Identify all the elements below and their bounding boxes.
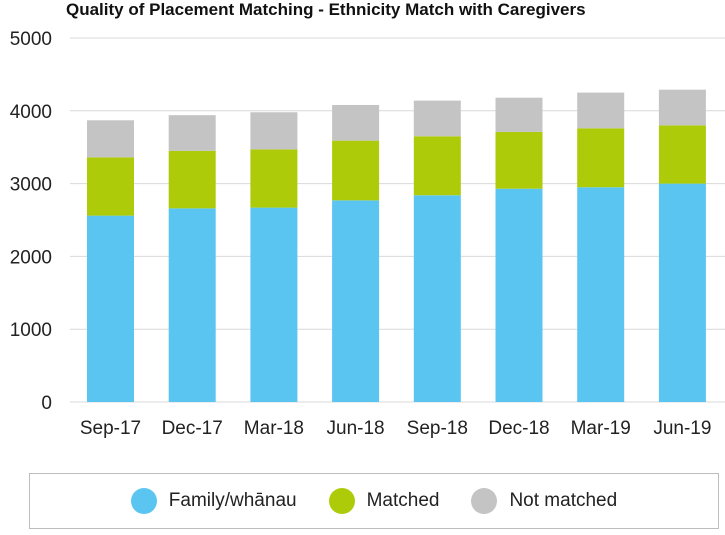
x-tick-label-jun-19: Jun-19: [653, 418, 711, 439]
bar-not-matched-jun-18: [332, 104, 380, 141]
y-tick-label-0: 0: [41, 393, 52, 414]
y-tick-label-2000: 2000: [10, 247, 52, 268]
bar-not-matched-dec-17: [168, 115, 216, 151]
bar-matched-sep-18: [413, 136, 461, 196]
bar-matched-jun-18: [332, 140, 380, 201]
stacked-bar-chart: 0 1000 2000 3000 4000 5000 Sep-17 Dec-17 Mar-18…: [10, 29, 725, 439]
bar-not-matched-jun-19: [658, 89, 706, 126]
y-tick-label-1000: 1000: [10, 320, 52, 341]
x-tick-label-jun-18: Jun-18: [327, 418, 385, 439]
bar-not-matched-sep-18: [413, 100, 461, 137]
gridlines: [70, 37, 725, 403]
legend-swatch-matched: [328, 488, 355, 514]
bar-not-matched-mar-18: [250, 112, 298, 150]
bar-matched-dec-18: [495, 131, 543, 189]
legend-item-family-whanau: Family/whānau: [130, 488, 297, 514]
x-tick-label-dec-17: Dec-17: [162, 418, 223, 439]
bar-not-matched-dec-18: [495, 97, 543, 132]
y-tick-label-3000: 3000: [10, 175, 52, 196]
bar-matched-sep-17: [87, 157, 134, 216]
chart-title: Quality of Placement Matching - Ethnicit…: [66, 0, 586, 19]
bar-family-whanau-dec-17: [168, 208, 216, 402]
legend-label-matched: Matched: [366, 490, 440, 511]
x-tick-label-sep-17: Sep-17: [80, 418, 141, 439]
bars: [87, 89, 706, 402]
legend-swatch-family-whanau: [130, 488, 157, 514]
y-axis-tick-labels: 0 1000 2000 3000 4000 5000: [10, 29, 52, 414]
legend-item-not-matched: Not matched: [471, 488, 617, 514]
bar-matched-mar-18: [250, 149, 298, 208]
bar-family-whanau-sep-17: [87, 215, 134, 402]
bar-matched-dec-17: [168, 150, 216, 209]
bar-family-whanau-jun-18: [332, 200, 380, 402]
y-tick-label-5000: 5000: [10, 29, 52, 50]
legend-label-family-whanau: Family/whānau: [168, 490, 297, 511]
legend-item-matched: Matched: [328, 488, 440, 514]
bar-family-whanau-dec-18: [495, 188, 543, 402]
bar-family-whanau-mar-18: [250, 207, 298, 402]
y-tick-label-4000: 4000: [10, 102, 52, 123]
legend-swatch-not-matched: [471, 488, 498, 514]
bar-not-matched-mar-19: [577, 92, 625, 129]
bar-matched-mar-19: [577, 128, 625, 188]
legend-label-not-matched: Not matched: [509, 490, 618, 511]
bar-family-whanau-mar-19: [577, 187, 625, 402]
x-tick-label-sep-18: Sep-18: [407, 418, 468, 439]
bar-matched-jun-19: [658, 125, 706, 184]
bar-family-whanau-jun-19: [658, 183, 706, 402]
x-tick-label-mar-18: Mar-18: [244, 418, 304, 439]
bar-family-whanau-sep-18: [413, 195, 461, 402]
x-tick-label-mar-19: Mar-19: [571, 418, 631, 439]
legend: Family/whānau Matched Not matched: [29, 473, 719, 529]
x-tick-label-dec-18: Dec-18: [488, 418, 549, 439]
x-axis-tick-labels: Sep-17 Dec-17 Mar-18 Jun-18 Sep-18 Dec-18 Mar-…: [80, 418, 712, 439]
bar-not-matched-sep-17: [87, 120, 134, 158]
